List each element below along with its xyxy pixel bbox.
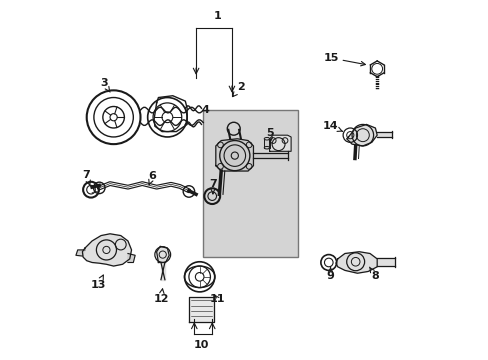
Polygon shape [188, 297, 214, 321]
Text: 7: 7 [82, 170, 90, 185]
Ellipse shape [264, 147, 269, 149]
Polygon shape [346, 125, 376, 146]
Text: 5: 5 [266, 129, 274, 143]
Bar [203, 110, 298, 257]
Polygon shape [128, 253, 135, 262]
Ellipse shape [264, 138, 269, 140]
Polygon shape [335, 252, 376, 273]
Polygon shape [161, 262, 164, 280]
Text: 6: 6 [148, 171, 156, 184]
Text: 9: 9 [326, 267, 334, 281]
Text: 10: 10 [193, 340, 209, 350]
Text: 4: 4 [201, 105, 208, 115]
Polygon shape [82, 234, 131, 266]
Polygon shape [264, 139, 269, 148]
Text: 11: 11 [209, 294, 224, 304]
Text: 13: 13 [90, 275, 106, 290]
Text: 7: 7 [209, 179, 216, 194]
Text: 3: 3 [100, 78, 110, 92]
Polygon shape [376, 132, 391, 137]
Polygon shape [253, 153, 287, 158]
Text: 12: 12 [153, 289, 168, 304]
Polygon shape [156, 246, 169, 262]
Polygon shape [76, 250, 85, 256]
Text: 14: 14 [322, 121, 342, 131]
Text: 15: 15 [323, 53, 365, 66]
Polygon shape [269, 135, 290, 151]
Text: 1: 1 [213, 12, 221, 22]
Polygon shape [215, 139, 253, 171]
Polygon shape [376, 258, 394, 266]
Text: 8: 8 [369, 267, 379, 281]
Text: 2: 2 [232, 82, 244, 96]
